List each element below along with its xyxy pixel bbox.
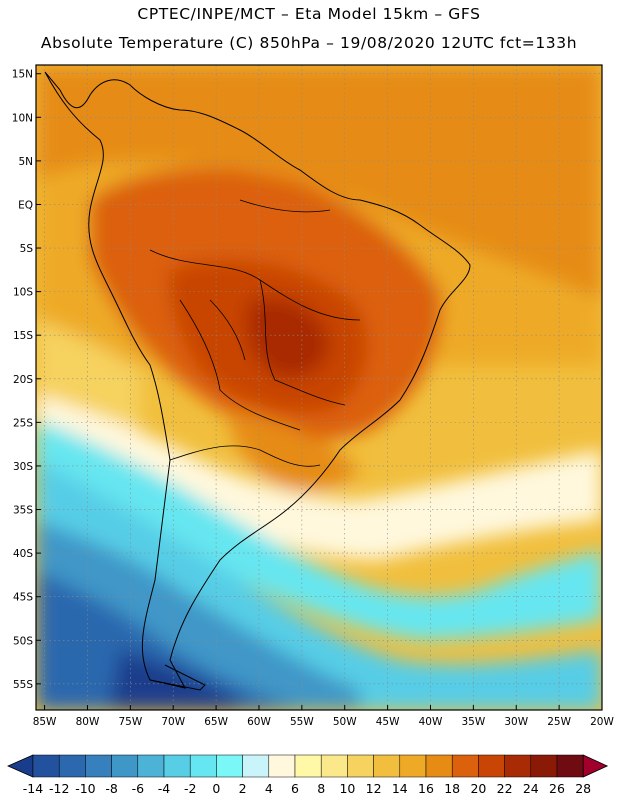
lat-tick-label: 30S — [13, 461, 33, 473]
temperature-field — [36, 65, 602, 710]
colorbar-label: 18 — [444, 781, 460, 796]
colorbar-swatch — [163, 754, 191, 778]
colorbar-swatch — [58, 754, 86, 778]
colorbar-swatch — [268, 754, 296, 778]
colorbar-label: 16 — [418, 781, 434, 796]
colorbar-label: -2 — [184, 781, 196, 796]
colorbar-swatch — [373, 754, 401, 778]
lat-tick-label: 5S — [20, 243, 34, 255]
colorbar-label: 0 — [212, 781, 220, 796]
lon-tick-label: 50W — [333, 716, 357, 728]
colorbar-label: 26 — [549, 781, 565, 796]
colorbar-label: 6 — [291, 781, 299, 796]
lat-tick-label: 15N — [12, 69, 33, 81]
lat-tick-label: 10S — [13, 287, 33, 299]
colorbar-left-arrow — [7, 754, 34, 778]
colorbar-swatch — [399, 754, 427, 778]
map-frame — [35, 64, 603, 711]
colorbar-swatch — [530, 754, 558, 778]
colorbar-label: 20 — [470, 781, 486, 796]
lat-tick-label: 15S — [13, 330, 33, 342]
colorbar-label: -4 — [158, 781, 171, 796]
colorbar-label: 4 — [265, 781, 273, 796]
colorbar-swatch — [111, 754, 139, 778]
colorbar-label: 10 — [339, 781, 355, 796]
lon-tick-label: 55W — [290, 716, 314, 728]
colorbar-label: 8 — [317, 781, 325, 796]
lon-tick-label: 80W — [76, 716, 100, 728]
lat-tick-label: 55S — [13, 679, 33, 691]
colorbar-swatch — [451, 754, 479, 778]
colorbar-right-arrow — [582, 754, 609, 778]
colorbar-label: 2 — [239, 781, 247, 796]
chart-title-line1: CPTEC/INPE/MCT – Eta Model 15km – GFS — [137, 5, 481, 23]
colorbar-label: -10 — [75, 781, 95, 796]
colorbar-label: 24 — [523, 781, 539, 796]
colorbar-swatch — [556, 754, 584, 778]
lon-tick-label: 30W — [504, 716, 528, 728]
colorbar: -14 -12 -10 -8 -6 -4 -2 0 2 4 6 8 10 12 14 16 18 20 22 24 26… — [7, 754, 609, 796]
lat-tick-label: 20S — [13, 374, 33, 386]
lon-tick-label: 45W — [376, 716, 400, 728]
lon-tick-label: 35W — [461, 716, 485, 728]
colorbar-swatch — [32, 754, 60, 778]
colorbar-swatch — [85, 754, 112, 778]
colorbar-label: 22 — [497, 781, 513, 796]
lon-tick-label: 40W — [419, 716, 443, 728]
lon-tick-label: 20W — [590, 716, 614, 728]
colorbar-label: 12 — [366, 781, 382, 796]
lon-tick-label: 60W — [247, 716, 271, 728]
chart-title-line2: Absolute Temperature (C) 850hPa – 19/08/… — [40, 34, 578, 52]
lat-tick-label: 45S — [13, 592, 33, 604]
lon-tick-label: 85W — [33, 716, 57, 728]
lon-tick-label: 70W — [161, 716, 185, 728]
colorbar-swatch — [189, 754, 217, 778]
colorbar-swatch — [294, 754, 322, 778]
colorbar-swatch — [137, 754, 165, 778]
lat-tick-label: 40S — [13, 548, 33, 560]
country-borders — [149, 199, 361, 467]
lat-tick-label: 50S — [13, 635, 33, 647]
colorbar-label: -14 — [23, 781, 43, 796]
axis-ticks: 15N 10N 5N EQ 5S 10S 15S 20S 25S 30S 35S 40S 45S 50S 5… — [12, 69, 615, 728]
colorbar-swatch — [320, 754, 348, 778]
lat-tick-label: 5N — [18, 156, 33, 168]
colorbar-label: -8 — [105, 781, 118, 796]
lat-tick-label: 10N — [12, 112, 33, 124]
lat-tick-label: EQ — [18, 199, 33, 211]
colorbar-swatch — [216, 754, 243, 778]
colorbar-label: 14 — [392, 781, 408, 796]
lon-tick-label: 75W — [118, 716, 142, 728]
colorbar-label: 28 — [575, 781, 591, 796]
colorbar-label: -6 — [132, 781, 145, 796]
colorbar-swatch — [347, 754, 374, 778]
colorbar-label: -12 — [49, 781, 69, 796]
colorbar-swatch — [504, 754, 532, 778]
colorbar-swatch — [242, 754, 270, 778]
coastline — [44, 71, 471, 691]
lon-tick-label: 65W — [204, 716, 228, 728]
colorbar-swatch — [478, 754, 505, 778]
colorbar-swatch — [425, 754, 453, 778]
lat-tick-label: 25S — [13, 417, 33, 429]
lat-tick-label: 35S — [13, 505, 33, 517]
lon-tick-label: 25W — [547, 716, 571, 728]
